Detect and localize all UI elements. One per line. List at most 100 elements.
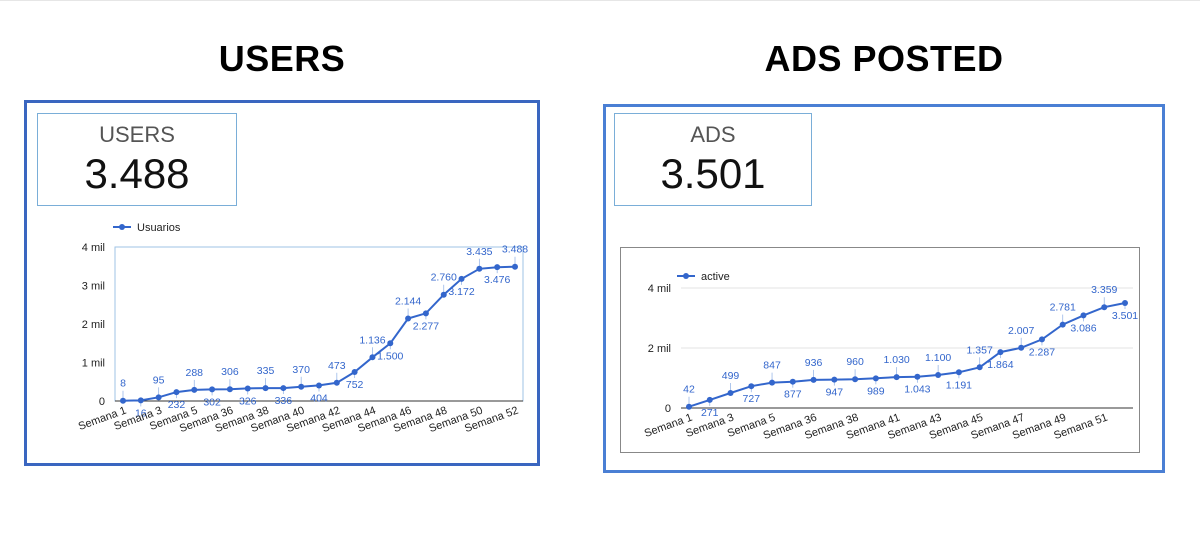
- data-point: [727, 390, 734, 397]
- data-label: 3.501: [1112, 310, 1138, 322]
- data-label: 989: [867, 385, 885, 397]
- users-scorecard: USERS 3.488: [37, 113, 237, 206]
- y-tick-label: 4 mil: [648, 283, 671, 295]
- data-point: [872, 375, 879, 382]
- data-label: 1.030: [883, 354, 909, 366]
- data-point: [405, 315, 412, 322]
- data-point: [893, 374, 900, 381]
- y-tick-label: 4 mil: [82, 242, 105, 254]
- data-label: 288: [186, 367, 204, 379]
- legend-label: Usuarios: [137, 222, 181, 234]
- data-label: 1.100: [925, 352, 951, 364]
- data-point: [333, 379, 340, 386]
- data-label: 306: [221, 366, 239, 378]
- plot-area-frame: [114, 246, 524, 402]
- data-point: [209, 386, 216, 393]
- data-label: 947: [826, 387, 844, 399]
- data-point: [831, 376, 838, 383]
- data-point: [976, 364, 983, 371]
- data-label: 232: [168, 399, 186, 411]
- data-label: 2.781: [1050, 302, 1076, 314]
- data-label: 960: [846, 356, 864, 368]
- legend-swatch-dot: [119, 224, 125, 230]
- data-label: 847: [763, 360, 781, 372]
- users-heading: USERS: [218, 38, 346, 79]
- data-point: [458, 275, 465, 282]
- data-label: 42: [683, 384, 695, 396]
- y-tick-label: 1 mil: [82, 358, 105, 370]
- data-point: [914, 373, 921, 380]
- data-point: [810, 376, 817, 383]
- data-label: 336: [275, 395, 293, 407]
- users-line-chart-svg: 0 1 mil 2 mil 3 mil 4 mil 8 16 95 232 288 302 306 32…: [77, 222, 529, 435]
- data-point: [191, 386, 198, 393]
- data-label: 1.864: [987, 359, 1013, 371]
- ads-scorecard: ADS 3.501: [614, 113, 812, 206]
- data-label: 8: [120, 378, 126, 390]
- y-tick-label: 2 mil: [648, 343, 671, 355]
- data-point: [769, 379, 776, 386]
- y-tick-label: 3 mil: [82, 281, 105, 293]
- data-label: 3.488: [502, 244, 528, 256]
- data-point: [935, 372, 942, 378]
- ads-posted-heading: ADS POSTED: [764, 38, 1004, 79]
- data-point: [298, 383, 305, 390]
- data-label: 370: [292, 364, 310, 376]
- data-point: [1122, 299, 1128, 306]
- data-point: [852, 376, 859, 383]
- legend-label: active: [701, 271, 730, 283]
- data-label: 95: [153, 374, 165, 386]
- data-label: 404: [310, 392, 328, 404]
- data-label: 2.144: [395, 295, 421, 307]
- data-point: [1018, 344, 1025, 351]
- data-label: 3.359: [1091, 284, 1117, 296]
- data-point: [1038, 336, 1045, 343]
- data-label: 335: [257, 365, 275, 377]
- data-label: 2.277: [413, 320, 439, 332]
- data-point: [686, 403, 692, 410]
- data-label: 752: [346, 379, 364, 391]
- y-tick-label: 2 mil: [82, 319, 105, 331]
- data-label: 3.435: [466, 246, 492, 258]
- data-point: [226, 386, 233, 393]
- data-point: [748, 383, 755, 390]
- data-point: [1059, 321, 1066, 328]
- data-label: 499: [722, 370, 740, 382]
- data-point: [422, 310, 429, 317]
- data-point: [137, 397, 144, 404]
- data-point: [512, 263, 518, 270]
- data-point: [316, 382, 322, 389]
- data-label: 3.476: [484, 274, 510, 286]
- data-label: 877: [784, 389, 802, 401]
- data-point: [494, 264, 501, 271]
- data-label: 326: [239, 395, 257, 407]
- data-point: [706, 396, 713, 403]
- data-label: 1.357: [967, 344, 993, 356]
- data-label: 1.191: [946, 379, 972, 391]
- data-point: [955, 369, 962, 376]
- data-label: 271: [701, 407, 719, 419]
- data-label: 2.287: [1029, 346, 1055, 358]
- users-line-chart: 0 1 mil 2 mil 3 mil 4 mil 8 16 95 232 288 302 306 32…: [49, 222, 529, 443]
- users-scorecard-label: USERS: [99, 122, 175, 147]
- data-point: [120, 397, 126, 404]
- ads-scorecard-label: ADS: [690, 122, 736, 147]
- data-label: 473: [328, 360, 346, 372]
- ads-panel: ADS 3.501 0 2 mil 4 mil 42 271 499 727 847 877 93…: [603, 104, 1165, 473]
- data-point: [440, 291, 447, 298]
- data-point: [280, 385, 287, 392]
- data-point: [173, 389, 180, 396]
- data-label: 727: [743, 393, 761, 405]
- data-point: [476, 265, 483, 272]
- series-line: [688, 302, 1126, 408]
- data-point: [369, 354, 376, 361]
- data-point: [351, 369, 358, 376]
- data-label: 936: [805, 357, 823, 369]
- data-point: [262, 385, 269, 392]
- ads-scorecard-value: 3.501: [660, 150, 766, 197]
- data-point: [1101, 304, 1108, 311]
- y-tick-label: 0: [665, 403, 671, 415]
- data-label: 2.007: [1008, 325, 1034, 337]
- data-label: 1.136: [359, 334, 385, 346]
